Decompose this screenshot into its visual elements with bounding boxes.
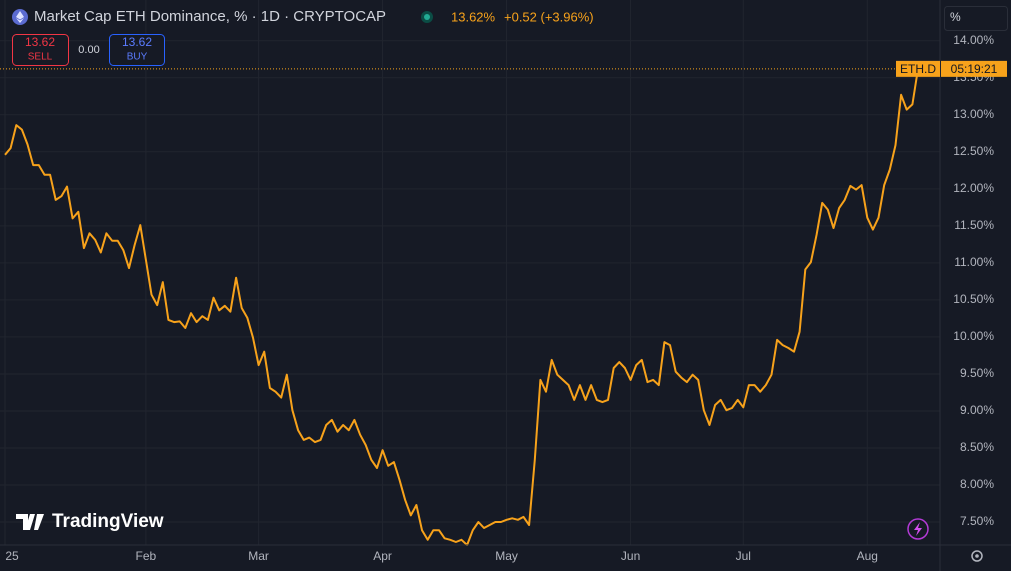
series-line xyxy=(4,68,919,546)
countdown: 05:19:21 xyxy=(951,62,998,76)
buy-label: BUY xyxy=(127,52,148,63)
sell-price: 13.62 xyxy=(25,35,55,49)
y-tick-label: 11.50% xyxy=(954,218,994,232)
y-tick-label: 13.00% xyxy=(953,107,994,121)
y-tick-label: 14.00% xyxy=(953,33,994,47)
settings-button[interactable] xyxy=(971,550,983,562)
price-label-tag xyxy=(896,60,940,77)
y-tick-label: 10.50% xyxy=(953,292,994,306)
status-dot xyxy=(424,14,430,20)
y-tick-label: 8.50% xyxy=(960,440,994,454)
sell-button[interactable] xyxy=(12,34,69,66)
y-tick-label: 8.00% xyxy=(960,477,994,491)
lightning-icon xyxy=(914,522,922,536)
unit-button[interactable] xyxy=(944,6,1008,31)
price-label-symbol: ETH.D xyxy=(900,62,936,76)
price-label-box xyxy=(941,60,1007,77)
y-tick-label: 7.50% xyxy=(960,514,994,528)
y-tick-label: 11.00% xyxy=(954,255,994,269)
price: 13.62% xyxy=(451,9,496,24)
brand-name: TradingView xyxy=(52,511,164,532)
x-tick-label: Apr xyxy=(373,549,392,563)
eth-icon-glyph xyxy=(16,11,24,23)
buy-price: 13.62 xyxy=(122,35,152,49)
buy-button[interactable] xyxy=(109,34,165,66)
x-tick-label: 25 xyxy=(5,549,19,563)
x-tick-label: May xyxy=(495,549,518,563)
y-tick-label: 10.00% xyxy=(953,329,994,343)
y-tick-label: 12.00% xyxy=(953,181,994,195)
spread: 0.00 xyxy=(78,44,99,56)
y-tick-label: 12.50% xyxy=(953,144,994,158)
change: +0.52 (+3.96%) xyxy=(504,9,594,24)
x-tick-label: Feb xyxy=(136,549,157,563)
axis: 7.50% 8.00% 8.50% 9.00% 9.50% 10.00% 10.50% 11.… xyxy=(5,33,1007,563)
chart-title: Market Cap ETH Dominance, % · 1D · CRYPT… xyxy=(34,8,386,25)
grid xyxy=(0,0,940,545)
x-tick-label: Mar xyxy=(248,549,269,563)
sell-label: SELL xyxy=(28,52,53,63)
settings-icon xyxy=(975,554,979,558)
y-tick-label: 9.00% xyxy=(960,403,994,417)
x-tick-label: Jun xyxy=(621,549,640,563)
x-tick-label: Aug xyxy=(857,549,878,563)
brand-logo xyxy=(16,514,44,530)
x-tick-label: Jul xyxy=(736,549,751,563)
unit-label: % xyxy=(950,10,961,24)
y-tick-label: 9.50% xyxy=(960,366,994,380)
plot xyxy=(0,68,940,546)
